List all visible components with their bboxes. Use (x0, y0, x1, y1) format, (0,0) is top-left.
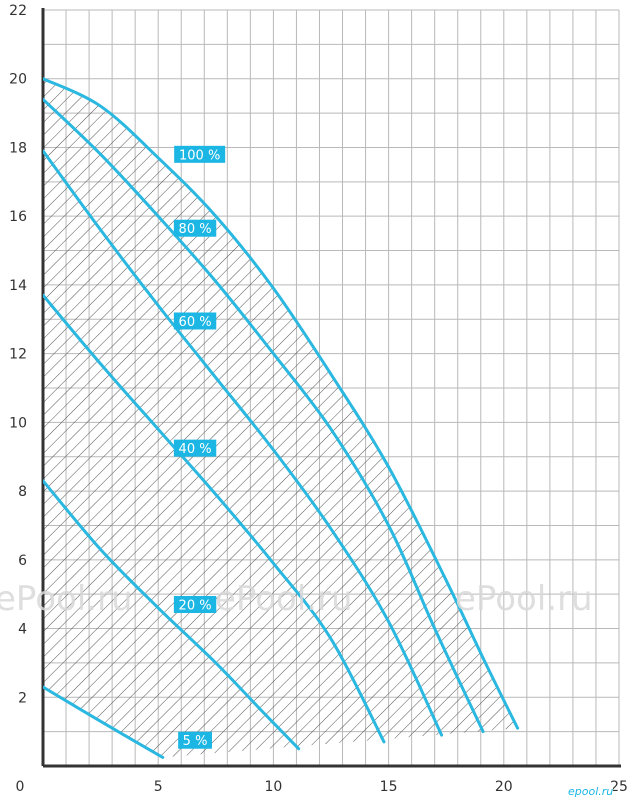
curve-label-text: 40 % (179, 442, 212, 457)
curve-label-text: 5 % (183, 734, 208, 749)
series-line-80-percent (43, 97, 485, 734)
y-tick-label: 16 (9, 209, 27, 225)
watermark-text: ePool.ru (455, 579, 593, 619)
x-tick-label: 25 (610, 779, 628, 795)
curve-label: 80 % (173, 219, 217, 237)
x-tick-label: 15 (380, 779, 398, 795)
curve-label-background (173, 595, 217, 613)
hatched-operating-area (43, 78, 518, 758)
brand-logo: epool.ru (568, 785, 613, 798)
curve-label-background (178, 731, 212, 749)
series-line-60-percent (43, 149, 444, 737)
curve-label: 100 % (174, 145, 226, 163)
curve-label-background (173, 312, 217, 330)
curve-label-background (173, 439, 217, 457)
curve-label-layer: 100 % 80 % 60 % 40 % 20 % 5 % (173, 145, 226, 749)
series-line-20-percent (43, 479, 301, 751)
curve-label-text: 80 % (179, 222, 212, 237)
curve-label-background (173, 219, 217, 237)
x-tick-label: 20 (495, 779, 513, 795)
y-tick-label: 10 (9, 415, 27, 431)
curve-label-background (174, 145, 226, 163)
watermark-layer: ePool.ru ePool.ru ePool.ru (0, 579, 593, 619)
series-line-5-percent (43, 685, 165, 759)
curve-label-text: 100 % (179, 148, 220, 163)
chart-axes: 0 5 10 15 20 25 2 4 6 8 10 12 14 16 18 20 22 (9, 3, 628, 795)
y-tick-label: 20 (9, 72, 27, 88)
curve-label-text: 60 % (179, 315, 212, 330)
curve-label: 20 % (173, 595, 217, 613)
curve-label: 60 % (173, 312, 217, 330)
y-tick-label: 12 (9, 347, 27, 363)
curve-label: 40 % (173, 439, 217, 457)
hatched-area (43, 78, 518, 758)
y-tick-label: 8 (18, 484, 27, 500)
curve-label: 5 % (178, 731, 212, 749)
watermark-text: ePool.ru (0, 579, 133, 619)
x-tick-label: 10 (264, 779, 282, 795)
chart-series (43, 77, 520, 759)
y-tick-label: 6 (18, 553, 27, 569)
y-tick-label: 2 (18, 690, 27, 706)
curve-label-text: 20 % (179, 598, 212, 613)
series-line-40-percent (43, 293, 386, 744)
y-tick-label: 22 (9, 3, 27, 19)
y-tick-label: 4 (18, 622, 27, 638)
series-line-100-percent (43, 77, 520, 730)
y-tick-label: 18 (9, 140, 27, 156)
watermark-text: ePool.ru (215, 579, 353, 619)
x-tick-label: 0 (16, 779, 25, 795)
brand-background (565, 786, 613, 797)
brand-layer: epool.ru (565, 785, 613, 798)
x-tick-label: 5 (154, 779, 163, 795)
y-tick-label: 14 (9, 278, 27, 294)
